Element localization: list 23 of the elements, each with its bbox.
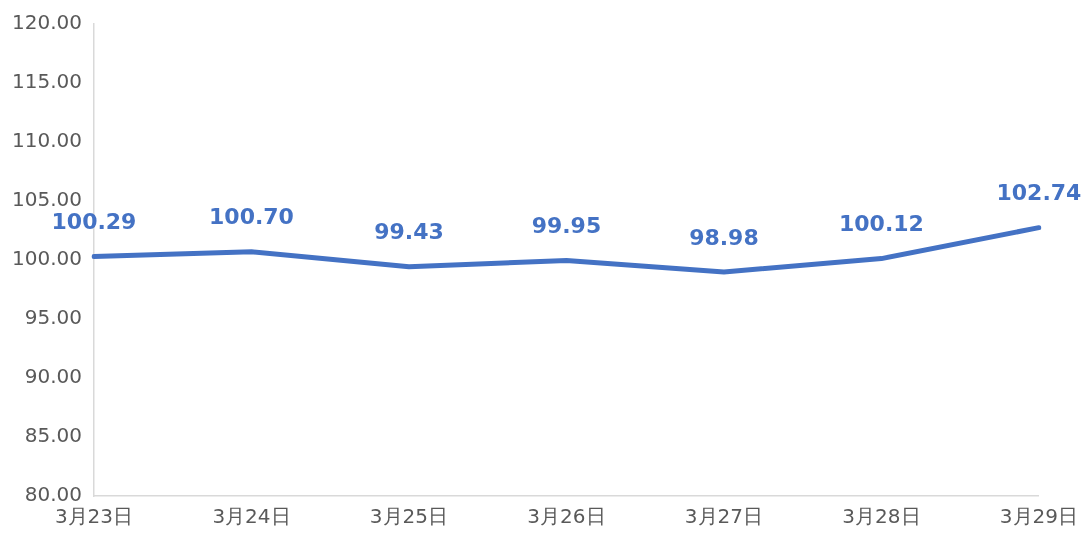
text: 100.70 xyxy=(209,204,294,230)
x-tick-label: 3月23日 xyxy=(54,504,134,529)
x-tick-label: 3月26日 xyxy=(527,504,606,529)
y-tick-label: 85.00 xyxy=(24,423,82,448)
x-tick-label: 3月28日 xyxy=(842,504,921,529)
y-tick-label: 115.00 xyxy=(12,69,82,94)
x-tick-label: 3月27日 xyxy=(684,504,764,529)
y-tick-label: 120.00 xyxy=(12,10,82,35)
y-tick-label: 105.00 xyxy=(12,187,82,212)
x-tick-label: 3月25日 xyxy=(369,504,449,529)
text: 99.43 xyxy=(374,219,444,245)
text: 100.29 xyxy=(51,209,137,235)
x-tick-label: 3月24日 xyxy=(212,504,291,529)
x-tick-label: 3月29日 xyxy=(999,504,1079,529)
y-tick-label: 110.00 xyxy=(12,128,82,153)
y-tick-label: 90.00 xyxy=(24,364,82,389)
y-tick-label: 100.00 xyxy=(12,246,82,271)
text: 98.98 xyxy=(689,224,759,250)
text: 102.74 xyxy=(996,180,1082,206)
text: 99.95 xyxy=(531,213,602,239)
y-tick-label: 95.00 xyxy=(24,305,82,330)
text: 100.12 xyxy=(838,211,924,237)
y-tick-label: 80.00 xyxy=(24,482,82,507)
